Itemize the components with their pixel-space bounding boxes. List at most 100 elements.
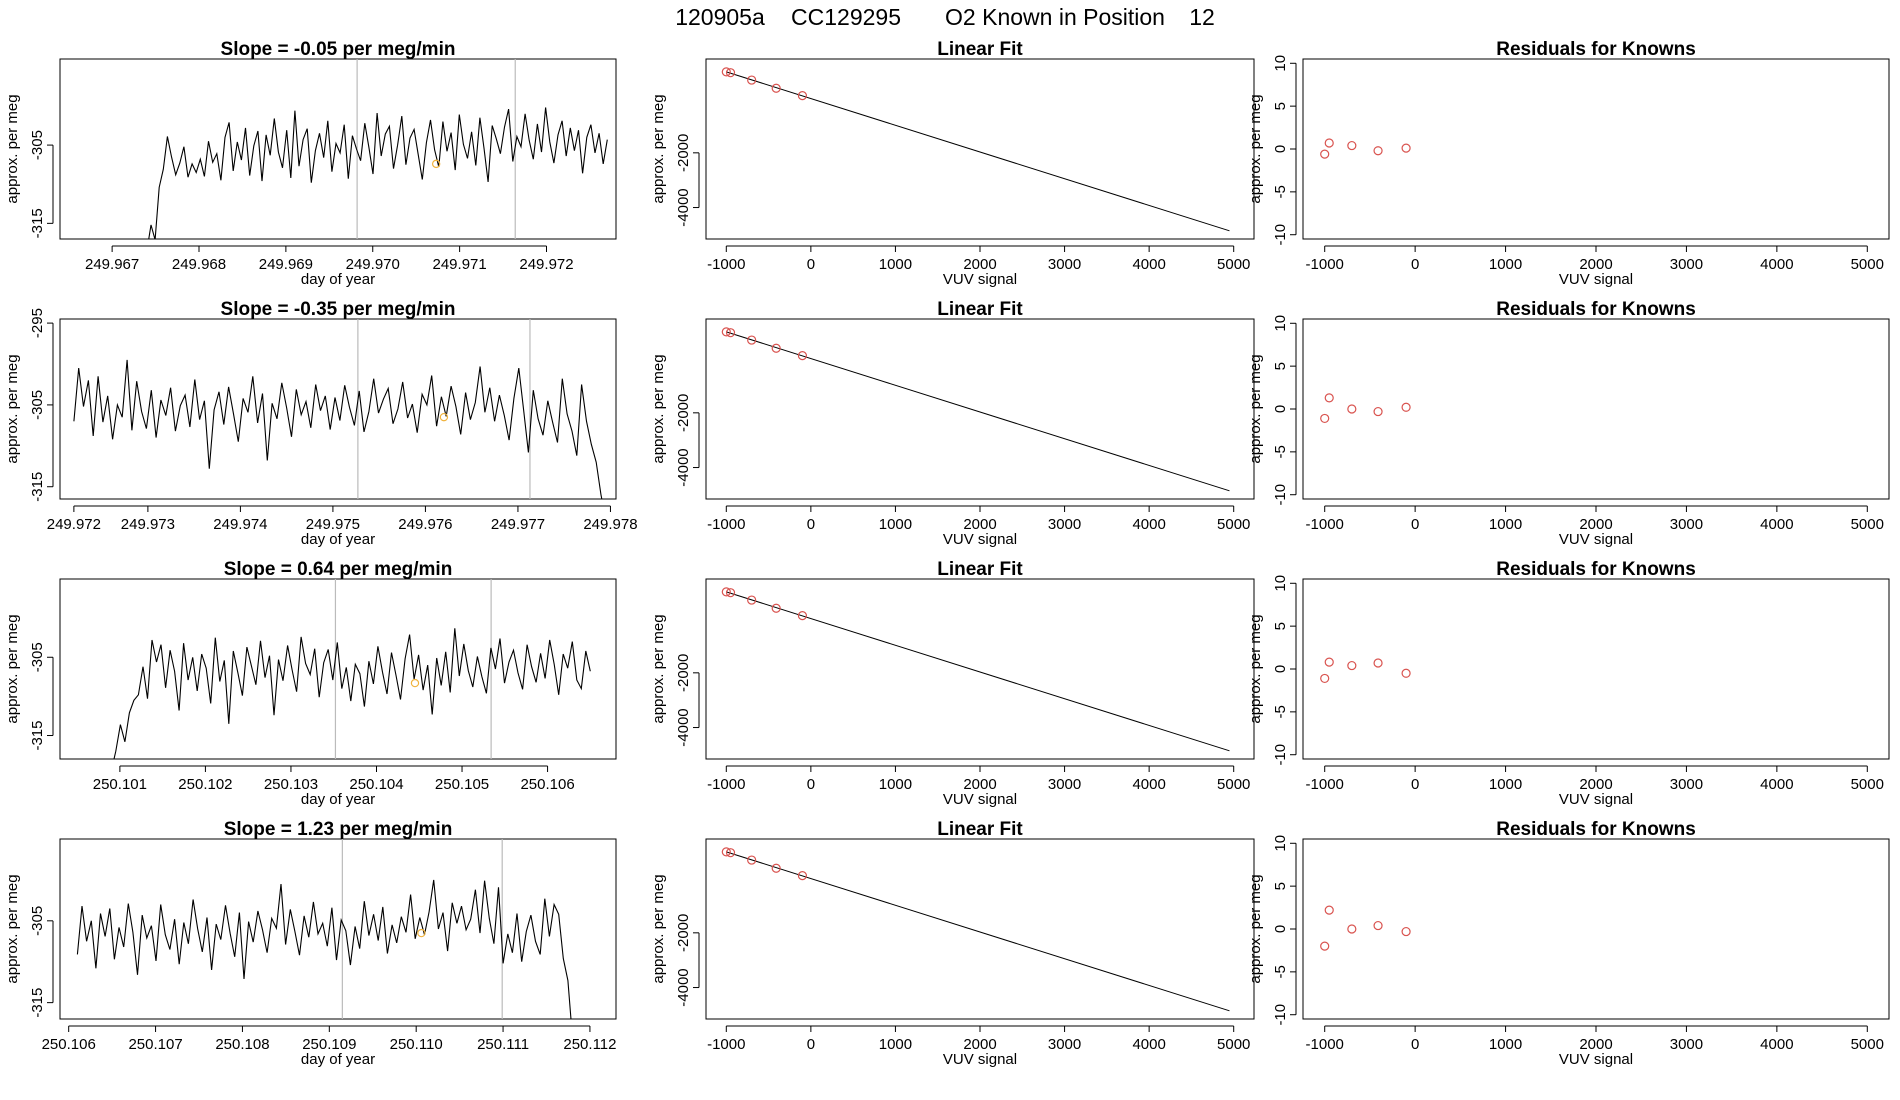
panel-title: Linear Fit [937, 559, 1023, 580]
data-point [747, 75, 757, 85]
y-axis-label: approx. per meg [1247, 354, 1264, 463]
y-tick-label: -5 [1272, 965, 1289, 978]
y-axis-label: approx. per meg [650, 874, 667, 983]
data-point [1320, 413, 1330, 424]
x-tick-label: 5000 [1851, 776, 1884, 793]
x-tick-label: 0 [1411, 256, 1419, 273]
x-tick-label: 3000 [1670, 776, 1703, 793]
x-tick-label: 3000 [1048, 256, 1081, 273]
data-point [1324, 138, 1334, 148]
plot-frame [59, 838, 617, 1020]
x-axis-label: VUV signal [943, 271, 1017, 288]
panel-grid: Slope = -0.05 per meg/min 249.967 249.968 2… [4, 39, 1890, 1068]
x-tick-label: 249.978 [583, 516, 637, 533]
x-tick-label: 250.109 [302, 1036, 356, 1053]
plot-frame [59, 318, 617, 500]
x-tick-label: 250.104 [349, 776, 403, 793]
x-tick-label: 3000 [1670, 516, 1703, 533]
x-tick-label: 0 [807, 1036, 815, 1053]
time-series-2: Slope = -0.35 per meg/min 249.972 249.973 2… [4, 299, 638, 548]
data-point [747, 855, 757, 865]
time-series-4: Slope = 1.23 per meg/min 250.106 250.107 25… [4, 819, 617, 1068]
highlight-point [431, 159, 441, 169]
plot-area [721, 327, 1230, 492]
plot-frame [1302, 838, 1890, 1020]
data-point [721, 327, 731, 337]
data-point [1324, 393, 1334, 403]
x-axis-label: day of year [301, 1051, 375, 1068]
y-tick-label: -10 [1272, 744, 1289, 766]
panel-title: Slope = 0.64 per meg/min [224, 559, 453, 580]
plot-frame [1302, 58, 1890, 240]
x-tick-label: 250.107 [128, 1036, 182, 1053]
y-tick-label: -315 [29, 721, 46, 751]
linear-fit-4: Linear Fit -1000 0 1000 2000 3000 4000 5000 VUV … [650, 819, 1255, 1068]
data-point [1320, 149, 1330, 159]
plot-area [1320, 393, 1411, 424]
y-tick-label: -4000 [675, 448, 692, 486]
y-tick-label: -315 [29, 472, 46, 502]
data-point [1324, 657, 1334, 667]
y-tick-label: 10 [1272, 315, 1289, 332]
y-tick-label: -2000 [675, 394, 692, 432]
plot-frame [1302, 578, 1890, 760]
x-tick-label: 250.105 [435, 776, 489, 793]
y-tick-label: -4000 [675, 708, 692, 746]
x-tick-label: 249.976 [398, 516, 452, 533]
x-tick-label: 2000 [963, 516, 996, 533]
x-tick-label: 5000 [1851, 256, 1884, 273]
x-axis-label: VUV signal [943, 1051, 1017, 1068]
x-tick-label: 1000 [1489, 1036, 1522, 1053]
plot-area [1320, 905, 1411, 951]
x-tick-label: 250.103 [264, 776, 318, 793]
residuals-2: Residuals for Knowns -1000 0 1000 2000 3000 40… [1247, 299, 1890, 548]
y-tick-label: -305 [29, 642, 46, 672]
y-axis-label: approx. per meg [650, 94, 667, 203]
x-tick-label: -1000 [707, 256, 745, 273]
y-tick-label: -295 [29, 308, 46, 338]
data-point [721, 587, 731, 597]
y-tick-label: 5 [1272, 622, 1289, 630]
x-tick-label: 0 [807, 516, 815, 533]
data-point [725, 848, 736, 858]
x-tick-label: 250.111 [477, 1036, 529, 1053]
plot-frame [59, 58, 617, 240]
x-tick-label: 1000 [1489, 516, 1522, 533]
panel-title: Residuals for Knowns [1496, 819, 1696, 840]
figure-title: 120905a CC129295 O2 Known in Position 12 [675, 4, 1215, 30]
x-tick-label: 249.977 [491, 516, 545, 533]
y-tick-label: -5 [1272, 445, 1289, 458]
x-tick-label: 5000 [1217, 776, 1250, 793]
x-axis-label: VUV signal [1559, 1051, 1633, 1068]
time-series-line [113, 628, 591, 759]
x-tick-label: 249.972 [519, 256, 573, 273]
x-tick-label: 249.974 [213, 516, 267, 533]
highlight-point [439, 412, 449, 422]
plot-area [721, 67, 1230, 232]
time-series-line [148, 107, 608, 239]
y-axis-label: approx. per meg [650, 354, 667, 463]
data-point [797, 91, 808, 101]
x-axis-label: day of year [301, 531, 375, 548]
x-tick-label: 249.972 [47, 516, 101, 533]
plot-area [148, 107, 608, 239]
x-tick-label: 4000 [1132, 776, 1165, 793]
y-axis-label: approx. per meg [1247, 94, 1264, 203]
y-axis-label: approx. per meg [1247, 874, 1264, 983]
figure-title-known-label: O2 Known in Position [945, 4, 1165, 30]
plot-frame [59, 578, 617, 760]
data-point [1401, 402, 1411, 412]
x-tick-label: 250.106 [520, 776, 574, 793]
y-tick-label: -2000 [675, 914, 692, 952]
highlight-point [410, 678, 420, 688]
data-point [1401, 668, 1411, 678]
x-tick-label: -1000 [1306, 1036, 1344, 1053]
x-tick-label: 3000 [1048, 776, 1081, 793]
plot-frame [705, 838, 1255, 1020]
data-point [1324, 905, 1334, 915]
plot-frame [705, 578, 1255, 760]
panel-title: Linear Fit [937, 819, 1023, 840]
data-point [797, 611, 808, 621]
x-tick-label: 3000 [1048, 1036, 1081, 1053]
plot-frame [1302, 318, 1890, 500]
